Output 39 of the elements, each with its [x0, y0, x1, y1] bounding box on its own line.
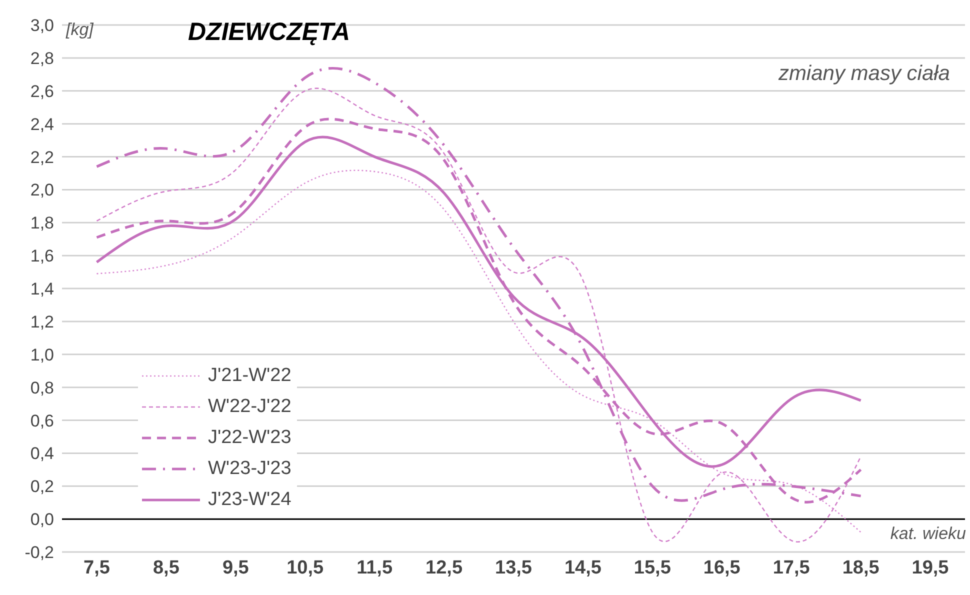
- x-tick-label: 14,5: [564, 557, 602, 578]
- chart-title: DZIEWCZĘTA: [188, 18, 350, 47]
- legend-label: J'23-W'24: [208, 488, 292, 510]
- x-tick-label: 19,5: [912, 557, 950, 578]
- x-tick-label: 9,5: [222, 557, 250, 578]
- y-tick-label: 2,6: [30, 82, 54, 101]
- x-tick-label: 16,5: [703, 557, 741, 578]
- y-tick-label: 0,6: [30, 411, 54, 430]
- x-tick-label: 7,5: [84, 557, 110, 578]
- y-tick-label: 2,0: [30, 180, 54, 200]
- x-tick-label: 18,5: [842, 557, 880, 578]
- y-tick-label: 2,8: [30, 48, 54, 68]
- y-tick-label: 0,8: [30, 378, 54, 398]
- x-tick-label: 13,5: [495, 557, 532, 578]
- y-tick-label: 1,6: [30, 246, 54, 266]
- legend-label: W'22-J'22: [208, 396, 292, 418]
- y-tick-label: 0,4: [30, 444, 54, 464]
- x-axis-title: kat. wieku: [890, 524, 966, 544]
- y-tick-label: 1,2: [30, 312, 54, 332]
- y-axis-title: [kg]: [66, 20, 94, 40]
- x-tick-label: 10,5: [286, 557, 324, 578]
- y-tick-label: -0,2: [24, 543, 54, 562]
- legend-label: J'21-W'22: [208, 364, 292, 386]
- y-tick-label: 2,4: [30, 114, 54, 134]
- y-tick-label: 3,0: [30, 16, 54, 36]
- y-tick-label: 2,2: [30, 148, 54, 167]
- y-tick-label: 0,0: [30, 510, 54, 530]
- legend-label: J'22-W'23: [208, 426, 292, 448]
- x-tick-label: 12,5: [426, 557, 463, 578]
- y-tick-label: 1,8: [30, 214, 54, 233]
- y-tick-label: 1,0: [30, 345, 54, 364]
- legend-label: W'23-J'23: [208, 458, 292, 480]
- y-tick-label: 1,4: [30, 280, 54, 299]
- y-tick-label: 0,2: [30, 477, 54, 496]
- x-tick-label: 15,5: [634, 557, 672, 578]
- x-tick-label: 8,5: [152, 557, 180, 578]
- text: zmiany masy ciała: [778, 62, 950, 86]
- x-tick-label: 17,5: [772, 557, 810, 578]
- x-tick-label: 11,5: [356, 557, 393, 578]
